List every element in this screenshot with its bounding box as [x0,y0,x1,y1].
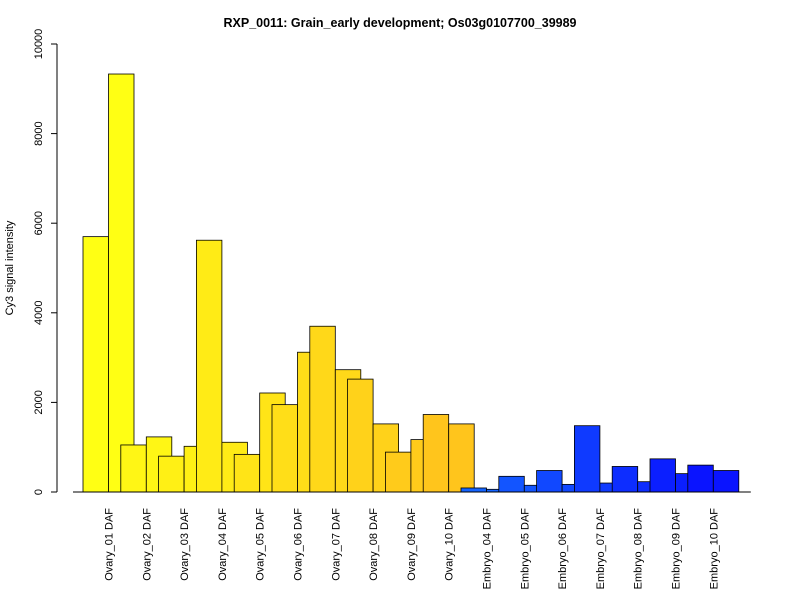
bar [347,378,374,493]
bar [687,464,714,493]
bar [611,466,639,493]
bar [233,453,261,493]
bar [574,425,601,493]
x-tick-label: Ovary_10 DAF [444,508,456,581]
y-tick-label: 2000 [33,390,45,414]
bar [384,451,412,493]
y-tick-label: 10000 [33,29,45,60]
bar [271,404,298,493]
x-tick-label: Ovary_06 DAF [293,508,305,581]
x-tick-label: Embryo_06 DAF [557,508,569,590]
x-tick-label: Ovary_02 DAF [141,508,153,581]
bars [82,73,740,493]
x-tick-label: Ovary_08 DAF [368,508,380,581]
bar [120,444,147,493]
x-tick-label: Ovary_09 DAF [406,508,418,581]
bar [460,487,487,493]
x-tick-label: Embryo_04 DAF [482,508,494,590]
bar [309,325,336,493]
x-tick-label: Embryo_10 DAF [708,508,720,590]
x-tick-label: Embryo_09 DAF [671,508,683,590]
x-tick-label: Ovary_05 DAF [255,508,267,581]
bar [422,414,450,493]
y-axis-label: Cy3 signal intensity [4,220,16,315]
x-tick-label: Ovary_04 DAF [217,508,229,581]
y-tick-label: 8000 [33,121,45,145]
bar [712,470,740,493]
bar [649,458,676,493]
x-tick-label: Embryo_07 DAF [595,508,607,590]
x-tick-label: Ovary_03 DAF [179,508,191,581]
bar [108,73,135,493]
bar [448,423,475,493]
x-tick-label: Ovary_01 DAF [104,508,116,581]
y-tick-label: 4000 [33,301,45,325]
chart-title: RXP_0011: Grain_early development; Os03g… [224,16,577,30]
y-axis: 0 2000 4000 6000 8000 10000 [33,29,58,495]
y-tick-label: 0 [33,489,45,495]
y-tick-label: 6000 [33,211,45,235]
x-tick-label: Embryo_08 DAF [633,508,645,590]
bar [498,475,525,493]
bar [158,455,185,493]
bar [82,236,109,493]
x-axis: Ovary_01 DAF Ovary_02 DAF Ovary_03 DAF Ovar… [73,491,751,590]
bar [536,470,563,493]
x-tick-label: Ovary_07 DAF [330,508,342,581]
x-tick-label: Embryo_05 DAF [519,508,531,590]
bar [195,239,223,493]
